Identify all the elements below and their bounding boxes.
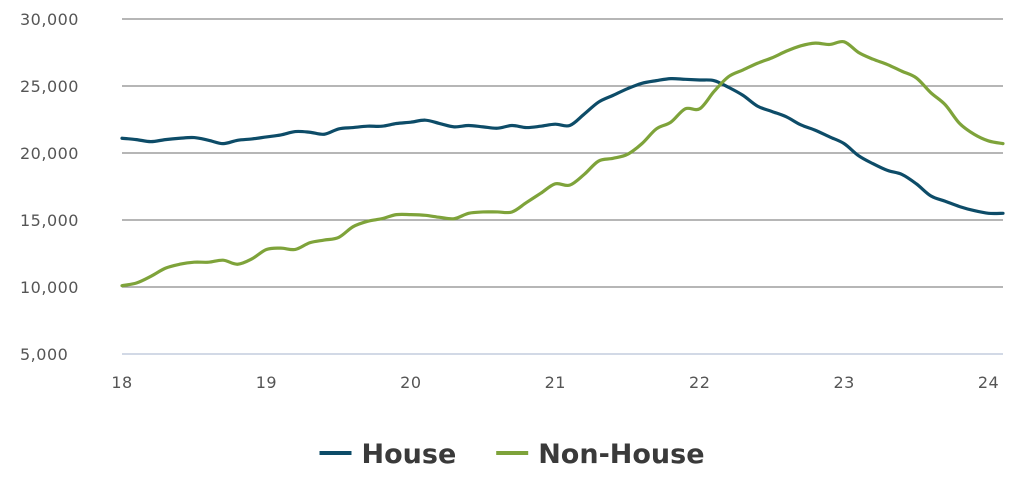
series-lines	[120, 39, 1005, 288]
x-tick-label: 21	[545, 373, 566, 392]
legend-item: Non-House	[496, 439, 705, 470]
y-tick-label: 5,000	[20, 345, 68, 364]
x-axis-tick-labels: 18 19 20 21 22 23 24	[111, 373, 999, 392]
legend-label: House	[362, 439, 457, 470]
x-tick-label: 24	[978, 373, 999, 392]
x-tick-label: 20	[400, 373, 421, 392]
legend: House Non-House	[319, 439, 705, 470]
y-tick-label: 10,000	[20, 278, 79, 297]
x-tick-label: 23	[833, 373, 854, 392]
y-tick-label: 20,000	[20, 144, 79, 163]
series-line-house	[120, 76, 1005, 216]
y-tick-label: 30,000	[20, 10, 79, 29]
y-tick-label: 15,000	[20, 211, 79, 230]
x-tick-label: 18	[111, 373, 132, 392]
y-tick-label: 25,000	[20, 77, 79, 96]
y-axis-tick-labels: 5,000 10,000 15,000 20,000 25,000 30,000	[20, 10, 79, 364]
gridlines	[122, 18, 1003, 355]
legend-item: House	[319, 439, 457, 470]
legend-label: Non-House	[538, 439, 704, 470]
x-tick-label: 22	[689, 373, 710, 392]
series-line-non-house	[120, 39, 1005, 288]
x-tick-label: 19	[256, 373, 277, 392]
